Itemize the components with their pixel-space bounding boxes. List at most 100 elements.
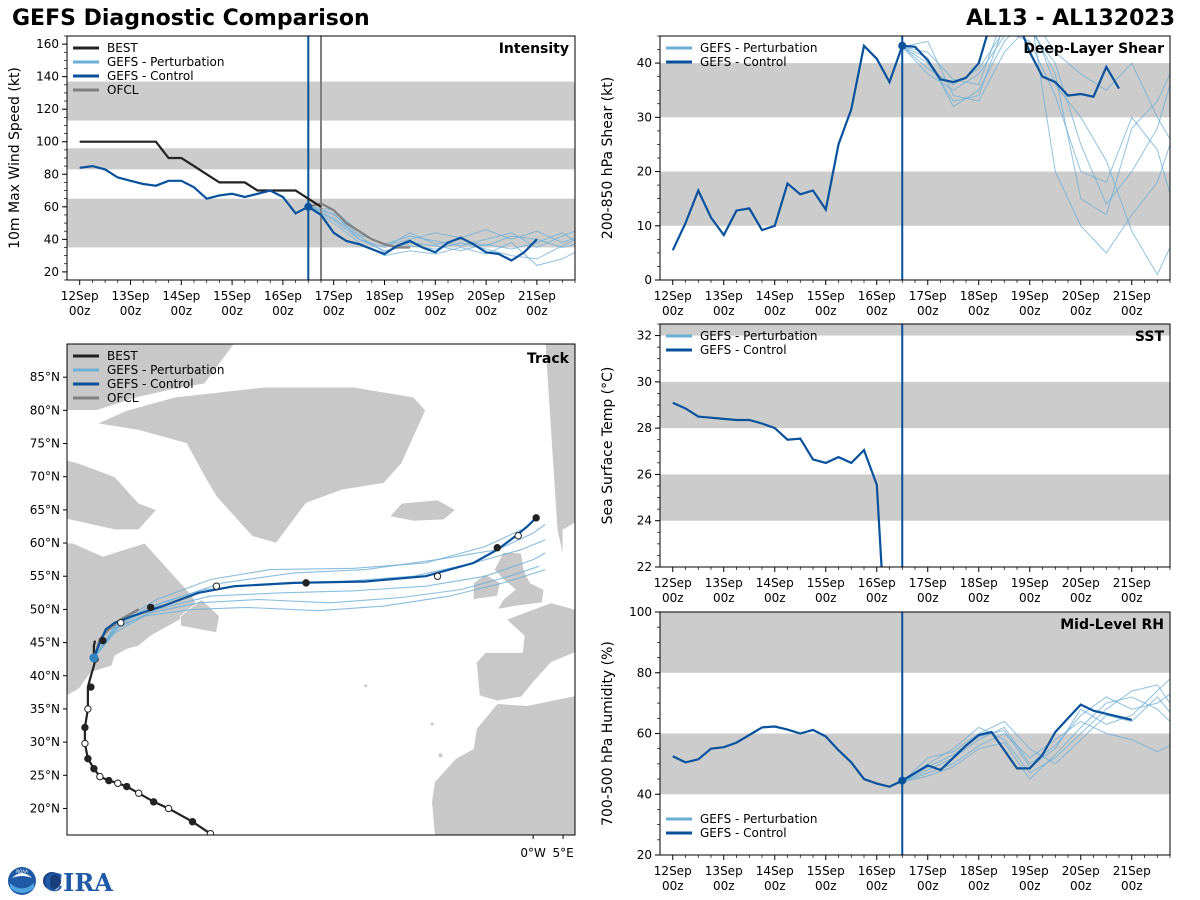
- rh-xtick-label: 13Sep: [705, 864, 743, 878]
- sst-xtick-label: 14Sep: [756, 576, 794, 590]
- track-control-marker: [302, 579, 310, 587]
- intensity-xtick-sublabel: 00z: [221, 304, 243, 318]
- track-control-marker: [493, 543, 502, 552]
- shear-ylabel: 200-850 hPa Shear (kt): [600, 77, 616, 239]
- track-ytick-label: 75°N: [30, 437, 60, 451]
- sst-xtick-label: 12Sep: [654, 576, 692, 590]
- canary-islands-land: [438, 753, 443, 758]
- rh-xtick-label: 21Sep: [1113, 864, 1151, 878]
- track-ytick-label: 70°N: [30, 470, 60, 484]
- intensity-ylabel: 10m Max Wind Speed (kt): [7, 67, 23, 249]
- track-control-marker: [99, 636, 107, 645]
- shear-xtick-label: 17Sep: [909, 289, 947, 303]
- track-control-marker: [532, 514, 540, 522]
- track-best-marker: [105, 776, 113, 785]
- intensity-legend-label: BEST: [107, 41, 138, 55]
- intensity-ytick-label: 80: [44, 167, 59, 181]
- newfoundland-land: [180, 598, 220, 634]
- sst-ytick-label: 28: [637, 421, 652, 435]
- arctic-canada-land: [67, 344, 235, 411]
- sst-xtick-sublabel: 00z: [1019, 591, 1041, 605]
- rh-xtick-sublabel: 00z: [815, 879, 837, 893]
- intensity-panel: 2040608010012014016012Sep00z13Sep00z14Se…: [7, 35, 576, 318]
- rh-band: [660, 733, 1170, 795]
- shear-xtick-label: 15Sep: [807, 289, 845, 303]
- track-best-marker: [84, 705, 92, 713]
- intensity-xtick-label: 18Sep: [366, 289, 404, 303]
- azores-land: [364, 684, 368, 688]
- intensity-xtick-label: 20Sep: [467, 289, 505, 303]
- shear-current-point: [898, 41, 907, 50]
- shear-ytick-label: 10: [637, 219, 652, 233]
- intensity-xtick-sublabel: 00z: [69, 304, 91, 318]
- track-best-marker: [123, 782, 131, 791]
- shear-ytick-label: 40: [637, 56, 652, 70]
- shear-xtick-sublabel: 00z: [968, 304, 990, 318]
- track-panel: 20°N 25°N 30°N 35°N 40°N 45°N 50°N 55°N 60°N 65°N…: [30, 343, 576, 860]
- track-control-marker: [117, 618, 125, 627]
- shear-xtick-label: 13Sep: [705, 289, 743, 303]
- sst-ytick-label: 32: [637, 329, 652, 343]
- sst-xtick-sublabel: 00z: [866, 591, 888, 605]
- shear-xtick-label: 12Sep: [654, 289, 692, 303]
- track-best-marker: [96, 772, 104, 781]
- shear-control-line: [671, 36, 1120, 251]
- track-control-marker: [146, 603, 155, 612]
- track-best-marker: [114, 779, 122, 787]
- track-title: Track: [527, 351, 570, 367]
- intensity-xtick-label: 12Sep: [61, 289, 99, 303]
- intensity-best-line: [79, 140, 322, 208]
- rh-perturbation-line: [902, 696, 1170, 783]
- track-best-marker: [81, 723, 89, 732]
- britain-land: [493, 551, 545, 610]
- track-frame: [66, 343, 576, 836]
- intensity-plot-area: [67, 36, 575, 280]
- sst-panel: 22242628303212Sep00z13Sep00z14Sep00z15Se…: [600, 323, 1171, 605]
- intensity-xtick-sublabel: 00z: [323, 304, 345, 318]
- sst-band: [660, 381, 1170, 429]
- sst-ytick-label: 22: [637, 560, 652, 574]
- intensity-ytick-label: 120: [36, 102, 59, 116]
- shear-ytick-label: 30: [637, 110, 652, 124]
- intensity-xtick-sublabel: 00z: [120, 304, 142, 318]
- rh-ytick-label: 80: [637, 666, 652, 680]
- baffin-land: [67, 459, 158, 531]
- shear-xtick-label: 18Sep: [960, 289, 998, 303]
- shear-xtick-sublabel: 00z: [1019, 304, 1041, 318]
- intensity-xtick-label: 15Sep: [213, 289, 251, 303]
- noaa-logo-text: NOAA: [16, 869, 28, 874]
- intensity-xtick-label: 19Sep: [416, 289, 454, 303]
- sst-ytick-label: 26: [637, 467, 652, 481]
- track-ytick-label: 55°N: [30, 569, 60, 583]
- greenland-land: [95, 386, 427, 544]
- noaa-cira-logo: NOAA CIRA: [8, 867, 113, 897]
- shear-legend-label: GEFS - Control: [700, 55, 787, 69]
- rh-perturbation-line: [902, 684, 1170, 783]
- rh-xtick-sublabel: 00z: [866, 879, 888, 893]
- sst-title: SST: [1135, 329, 1165, 345]
- shear-xtick-sublabel: 00z: [662, 304, 684, 318]
- shear-ytick-label: 0: [644, 273, 652, 287]
- track-ytick-label: 80°N: [30, 403, 60, 417]
- rh-ytick-label: 20: [637, 848, 652, 862]
- sst-ytick-label: 30: [637, 375, 652, 389]
- shear-panel: 01020304012Sep00z13Sep00z14Sep00z15Sep00…: [600, 35, 1171, 318]
- cira-logo-text: CIRA: [44, 868, 113, 897]
- intensity-title: Intensity: [499, 41, 569, 57]
- track-best-marker: [206, 829, 215, 835]
- sst-xtick-sublabel: 00z: [1121, 591, 1143, 605]
- track-best-marker: [90, 764, 98, 773]
- track-best-marker: [135, 789, 143, 797]
- track-ytick-label: 45°N: [30, 636, 60, 650]
- rh-perturbation-line: [902, 678, 1170, 783]
- shear-xtick-sublabel: 00z: [713, 304, 735, 318]
- sst-xtick-label: 19Sep: [1011, 576, 1049, 590]
- sst-xtick-label: 13Sep: [705, 576, 743, 590]
- track-ytick-label: 20°N: [30, 801, 60, 815]
- track-xtick-label: 5°E: [552, 846, 573, 860]
- shear-ytick-label: 20: [637, 165, 652, 179]
- intensity-ytick-label: 140: [36, 70, 59, 84]
- sst-legend-label: GEFS - Control: [700, 343, 787, 357]
- sst-legend-label: GEFS - Perturbation: [700, 329, 817, 343]
